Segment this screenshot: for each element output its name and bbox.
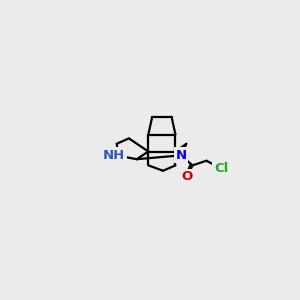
Text: Cl: Cl (214, 162, 228, 175)
Text: NH: NH (103, 149, 125, 162)
Text: O: O (182, 170, 193, 183)
Text: N: N (175, 149, 186, 162)
